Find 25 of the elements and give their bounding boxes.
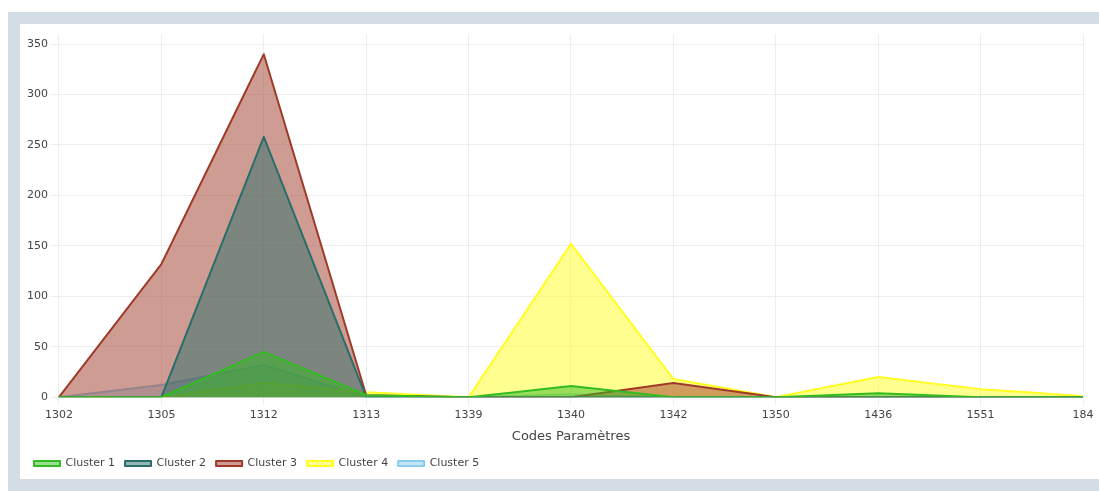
y-tick-label: 200 <box>27 188 48 202</box>
x-tick-label: 1342 <box>659 407 688 421</box>
y-tick-label: 150 <box>27 238 48 252</box>
legend-label: Cluster 5 <box>429 456 480 470</box>
y-tick-label: 300 <box>27 87 48 101</box>
x-tick-label: 1313 <box>352 407 381 421</box>
x-tick-label: 1551 <box>966 407 995 421</box>
legend-label: Cluster 2 <box>156 456 207 470</box>
legend-label: Cluster 1 <box>65 456 116 470</box>
y-tick-label: 50 <box>34 339 48 353</box>
x-tick-label: 184 <box>1072 407 1094 421</box>
x-tick-label: 1350 <box>761 407 790 421</box>
x-tick-label: 1305 <box>147 407 176 421</box>
legend-label: Cluster 3 <box>247 456 298 470</box>
legend-label: Cluster 4 <box>338 456 389 470</box>
x-tick-label: 1339 <box>454 407 483 421</box>
y-tick-label: 100 <box>27 289 48 303</box>
x-tick-label: 1436 <box>864 407 893 421</box>
x-tick-label: 1340 <box>557 407 585 421</box>
y-tick-label: 0 <box>41 390 48 404</box>
x-tick-label: 1302 <box>45 407 73 421</box>
x-tick-label: 1312 <box>249 407 278 421</box>
y-tick-label: 250 <box>27 137 48 151</box>
y-tick-label: 350 <box>27 36 48 50</box>
x-axis-title: Codes Paramètres <box>511 427 631 443</box>
